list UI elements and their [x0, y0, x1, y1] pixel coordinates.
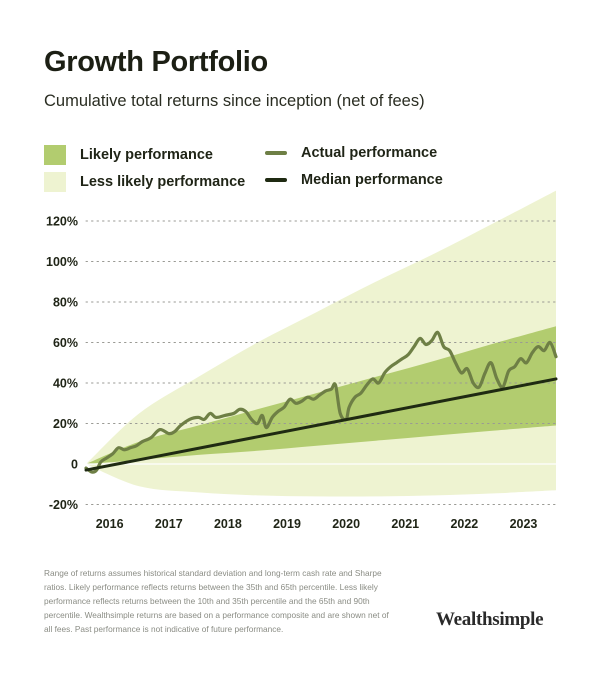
legend-less-likely-label: Less likely performance — [80, 174, 246, 190]
x-tick-label: 2022 — [450, 517, 478, 531]
legend-likely-label: Likely performance — [80, 147, 213, 163]
legend-median-swatch — [265, 178, 287, 182]
x-tick-label: 2023 — [510, 517, 538, 531]
legend-actual-swatch — [265, 151, 287, 155]
legend-less-likely-swatch — [44, 172, 66, 192]
legend-less-likely: Less likely performance — [44, 172, 245, 192]
y-tick-label: 80% — [53, 296, 78, 310]
footnote: Range of returns assumes historical stan… — [44, 568, 389, 634]
y-tick-label: 100% — [46, 255, 78, 269]
y-tick-label: 20% — [53, 417, 78, 431]
y-tick-label: -20% — [49, 498, 78, 512]
x-tick-label: 2019 — [273, 517, 301, 531]
x-tick-label: 2020 — [332, 517, 360, 531]
legend-median: Median performance — [265, 172, 443, 188]
legend-likely-swatch — [44, 145, 66, 165]
median-performance-line — [84, 377, 558, 472]
legend-likely: Likely performance — [44, 145, 213, 165]
page-title: Growth Portfolio — [44, 46, 268, 78]
actual-performance-line — [84, 330, 558, 474]
page-subtitle: Cumulative total returns since inception… — [44, 92, 425, 110]
y-tick-label: 120% — [46, 215, 78, 229]
legend-actual: Actual performance — [265, 145, 437, 161]
legend-median-label: Median performance — [301, 172, 443, 188]
x-tick-label: 2021 — [391, 517, 419, 531]
y-tick-label: 40% — [53, 377, 78, 391]
y-tick-label: 0 — [71, 458, 78, 472]
legend-actual-label: Actual performance — [301, 145, 438, 161]
x-tick-label: 2016 — [96, 517, 124, 531]
brand-logo: Wealthsimple — [436, 609, 544, 630]
x-tick-label: 2018 — [214, 517, 242, 531]
y-tick-label: 60% — [53, 336, 78, 350]
x-tick-label: 2017 — [155, 517, 183, 531]
